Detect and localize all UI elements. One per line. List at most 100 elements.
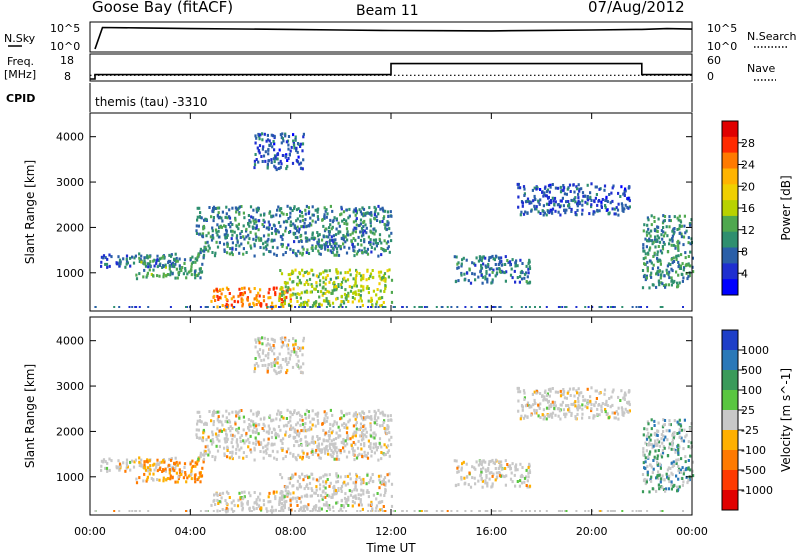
heatmap-cell <box>162 265 165 268</box>
heatmap-cell <box>223 452 226 456</box>
heatmap-cell <box>238 448 241 452</box>
heatmap-cell <box>462 256 465 260</box>
heatmap-cell <box>657 279 660 283</box>
heatmap-cell <box>254 442 258 446</box>
heatmap-cell <box>316 435 319 438</box>
heatmap-cell <box>598 413 601 417</box>
heatmap-cell <box>359 289 363 293</box>
heatmap-cell <box>549 387 552 391</box>
heatmap-cell <box>195 477 198 481</box>
heatmap-cell <box>581 403 584 407</box>
heatmap-cell <box>518 484 521 488</box>
heatmap-cell <box>390 290 393 294</box>
heatmap-cell <box>253 244 256 248</box>
heatmap-cell <box>287 273 290 277</box>
heatmap-cell <box>195 224 198 228</box>
heatmap-cell <box>250 419 253 423</box>
heatmap-cell <box>565 192 568 196</box>
heatmap-cell <box>491 458 494 462</box>
heatmap-cell <box>328 304 332 307</box>
heatmap-cell <box>654 439 657 443</box>
heatmap-cell <box>418 306 421 308</box>
heatmap-cell <box>661 486 664 490</box>
heatmap-cell <box>208 450 211 454</box>
heatmap-cell <box>305 443 308 447</box>
heatmap-cell <box>191 459 194 463</box>
heatmap-cell <box>324 282 327 286</box>
heatmap-cell <box>664 487 668 491</box>
heatmap-cell <box>201 262 204 266</box>
heatmap-cell <box>387 425 390 429</box>
heatmap-cell <box>174 252 177 256</box>
heatmap-cell <box>317 411 320 415</box>
heatmap-cell <box>647 431 650 435</box>
heatmap-cell <box>413 510 416 512</box>
heatmap-cell <box>646 306 649 308</box>
heatmap-cell <box>680 428 683 432</box>
heatmap-cell <box>645 480 648 484</box>
heatmap-cell <box>426 510 429 512</box>
heatmap-cell <box>356 250 359 254</box>
heatmap-cell <box>659 480 662 484</box>
heatmap-cell <box>235 440 238 444</box>
heatmap-cell <box>612 184 615 188</box>
heatmap-cell <box>245 235 248 239</box>
heatmap-cell <box>650 271 653 275</box>
heatmap-cell <box>259 246 262 249</box>
heatmap-cell <box>280 242 283 246</box>
heatmap-cell <box>530 209 533 213</box>
heatmap-cell <box>335 288 338 292</box>
y-tick-label: 1000 <box>56 267 84 280</box>
heatmap-cell <box>356 510 359 512</box>
heatmap-cell <box>337 457 341 461</box>
heatmap-cell <box>280 293 283 297</box>
heatmap-cell <box>646 464 649 468</box>
heatmap-cell <box>528 469 531 473</box>
heatmap-cell <box>679 267 682 270</box>
heatmap-cell <box>227 427 230 430</box>
heatmap-cell <box>287 447 290 451</box>
heatmap-cell <box>266 366 269 370</box>
heatmap-cell <box>336 454 339 458</box>
heatmap-cell <box>229 221 232 225</box>
heatmap-cell <box>340 504 343 507</box>
heatmap-cell <box>333 445 336 449</box>
heatmap-cell <box>258 442 261 446</box>
heatmap-cell <box>348 207 351 211</box>
heatmap-cell <box>288 435 291 438</box>
heatmap-cell <box>297 207 300 211</box>
heatmap-cell <box>276 361 279 365</box>
heatmap-cell <box>230 433 233 437</box>
heatmap-cell <box>491 474 494 478</box>
heatmap-cell <box>344 439 347 443</box>
heatmap-cell <box>576 391 579 395</box>
heatmap-cell <box>648 259 652 263</box>
heatmap-cell <box>225 432 228 436</box>
heatmap-cell <box>288 357 291 361</box>
heatmap-cell <box>675 270 678 274</box>
heatmap-cell <box>264 245 268 249</box>
heatmap-cell <box>619 195 622 198</box>
heatmap-cell <box>450 306 453 308</box>
heatmap-cell <box>333 492 336 496</box>
heatmap-cell <box>131 255 134 259</box>
heatmap-cell <box>248 287 251 291</box>
heatmap-cell <box>365 435 368 439</box>
heatmap-cell <box>687 275 690 279</box>
heatmap-cell <box>324 241 328 245</box>
heatmap-cell <box>253 242 256 246</box>
heatmap-cell <box>285 450 288 454</box>
heatmap-cell <box>329 223 332 227</box>
heatmap-cell <box>318 437 321 441</box>
heatmap-cell <box>361 229 364 232</box>
heatmap-cell <box>360 212 363 216</box>
heatmap-cell <box>325 235 328 239</box>
heatmap-cell <box>624 189 627 193</box>
heatmap-cell <box>368 445 371 449</box>
heatmap-cell <box>658 444 662 448</box>
heatmap-cell <box>288 231 291 234</box>
heatmap-cell <box>266 239 269 243</box>
heatmap-cell <box>284 282 287 285</box>
heatmap-cell <box>274 291 277 295</box>
heatmap-cell <box>273 148 276 152</box>
